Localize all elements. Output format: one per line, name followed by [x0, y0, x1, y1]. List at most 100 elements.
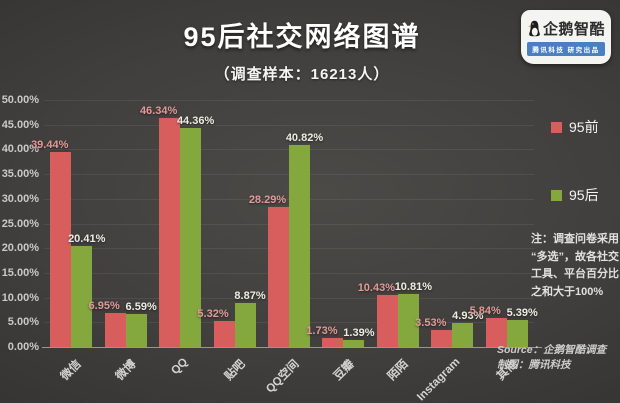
- value-label: 8.87%: [234, 290, 266, 303]
- y-tick-label: 40.00%: [1, 143, 39, 156]
- x-tick-label: QQ空间: [264, 358, 302, 396]
- note-line: 工具、平台百分比: [531, 268, 619, 280]
- bar-95后-微信: 20.41%: [68, 233, 105, 347]
- x-tick-label: 微博: [113, 358, 139, 383]
- value-label: 46.34%: [139, 105, 178, 118]
- penguin-icon: [527, 20, 540, 37]
- note-line: 注：调查问卷采用: [531, 233, 619, 245]
- bar-95前-其他: 5.84%: [470, 305, 507, 347]
- logo-row: 企鹅智酷: [527, 18, 605, 39]
- value-label: 5.32%: [197, 307, 229, 320]
- y-tick-label: 0.00%: [7, 341, 39, 353]
- x-tick-label: 贴吧: [222, 358, 248, 383]
- note-line: 之和大于100%: [531, 285, 604, 298]
- legend: 95前 95后: [551, 117, 599, 253]
- x-tick-label: Instagram: [415, 356, 463, 403]
- x-tick-cell: QQ: [159, 349, 201, 401]
- y-tick-label: 25.00%: [1, 217, 39, 230]
- y-tick-label: 10.00%: [1, 291, 39, 304]
- bar-95后-Instagram: 4.93%: [452, 310, 483, 347]
- value-label: 5.84%: [469, 305, 501, 318]
- value-label: 6.95%: [88, 299, 120, 312]
- logo-name: 企鹅智酷: [542, 21, 605, 38]
- x-tick-cell: 微博: [105, 349, 147, 401]
- value-label: 10.43%: [357, 282, 395, 295]
- bar-95前-QQ空间: 28.29%: [249, 194, 289, 347]
- y-tick-label: 5.00%: [7, 316, 39, 329]
- bar-group-陌陌: 10.43% 10.81%: [358, 100, 432, 347]
- value-label: 20.41%: [68, 233, 106, 246]
- value-label: 1.73%: [306, 325, 338, 338]
- x-axis: 微信 微博 QQ 贴吧 QQ空间 豆瓣 陌陌 Instagram 其他: [44, 349, 534, 403]
- bar-95前-陌陌: 10.43%: [358, 282, 398, 347]
- bar-95后-QQ: 44.36%: [177, 115, 214, 347]
- bar-chart-plot: 39.44% 20.41% 6.95% 6.59% 46.34% 44.36% 5.32% 8…: [31, 100, 542, 348]
- value-label: 1.39%: [343, 327, 375, 340]
- value-label: 4.93%: [452, 309, 484, 322]
- value-label: 40.82%: [285, 132, 324, 145]
- bar-95后-其他: 5.39%: [507, 307, 538, 347]
- bar-group-QQ: 46.34% 44.36%: [140, 100, 214, 347]
- value-label: 44.36%: [176, 114, 215, 127]
- y-tick-label: 30.00%: [1, 192, 39, 205]
- bar-95前-贴吧: 5.32%: [197, 308, 235, 347]
- page-title: 95后社交网络图谱: [183, 22, 421, 52]
- x-tick-cell: 陌陌: [377, 349, 419, 401]
- source-line: Source：企鹅智酷调查: [497, 344, 607, 356]
- bar-95后-微博: 6.59%: [126, 301, 157, 347]
- x-tick-label: 豆瓣: [331, 358, 357, 383]
- x-tick-cell: Instagram: [416, 349, 473, 403]
- y-tick-label: 50.00%: [1, 94, 39, 106]
- bar-95前-QQ: 46.34%: [140, 105, 181, 347]
- subtitle: （调查样本：16213人）: [214, 66, 390, 83]
- bar-group-豆瓣: 1.73% 1.39%: [306, 100, 375, 347]
- x-tick-cell: QQ空间: [264, 349, 310, 401]
- value-label: 39.44%: [31, 139, 69, 152]
- legend-label: 95后: [569, 187, 599, 203]
- bar-95后-豆瓣: 1.39%: [343, 327, 375, 347]
- gridline: [44, 100, 534, 101]
- bar-95后-QQ空间: 40.82%: [286, 132, 323, 347]
- legend-swatch: [551, 189, 562, 201]
- y-tick-label: 45.00%: [1, 118, 39, 131]
- bar-95前-豆瓣: 1.73%: [306, 325, 344, 347]
- bar-95前-微博: 6.95%: [89, 300, 126, 347]
- source-block: Source：企鹅智酷调查 制图：腾讯科技: [497, 343, 606, 373]
- bar-group-微信: 39.44% 20.41%: [31, 100, 105, 347]
- value-label: 3.53%: [415, 316, 447, 329]
- x-tick-cell: 贴吧: [214, 349, 256, 401]
- bar-group-QQ空间: 28.29% 40.82%: [249, 100, 323, 347]
- y-tick-label: 35.00%: [1, 168, 39, 181]
- methodology-note: 注：调查问卷采用 “多选”，故各社交 工具、平台百分比 之和大于100%: [531, 231, 620, 301]
- value-label: 5.39%: [506, 307, 538, 320]
- legend-swatch: [551, 121, 562, 133]
- x-tick-label: 陌陌: [385, 358, 411, 383]
- x-tick-cell: 豆瓣: [322, 349, 364, 401]
- bar-95后-陌陌: 10.81%: [395, 281, 432, 347]
- header: 95后社交网络图谱 （调查样本：16213人）: [0, 0, 604, 84]
- x-tick-label: 微信: [59, 358, 84, 383]
- bar-group-贴吧: 5.32% 8.87%: [197, 100, 266, 347]
- value-label: 28.29%: [248, 194, 287, 207]
- y-tick-label: 20.00%: [1, 242, 39, 255]
- x-axis-line: [42, 347, 542, 348]
- bar-95后-贴吧: 8.87%: [234, 290, 266, 347]
- legend-label: 95前: [569, 119, 599, 135]
- bar-group-Instagram: 3.53% 4.93%: [415, 100, 483, 347]
- logo-tagline: 腾讯科技 研究出品: [527, 42, 605, 56]
- bar-group-其他: 5.84% 5.39%: [470, 100, 538, 347]
- bar-group-微博: 6.95% 6.59%: [89, 100, 157, 347]
- bar-95前-Instagram: 3.53%: [415, 317, 453, 347]
- x-tick-label: QQ: [169, 356, 191, 378]
- bar-95前-微信: 39.44%: [31, 139, 72, 347]
- y-axis: 50.00% 45.00% 40.00% 35.00% 30.00% 25.00% 20.0…: [0, 94, 39, 353]
- legend-item-95后: 95后: [551, 185, 599, 205]
- y-tick-label: 15.00%: [1, 266, 39, 279]
- legend-item-95前: 95前: [551, 117, 599, 137]
- credit-line: 制图：腾讯科技: [497, 359, 571, 371]
- value-label: 10.81%: [394, 280, 432, 293]
- note-line: “多选”，故各社交: [531, 250, 619, 263]
- value-label: 6.59%: [125, 301, 157, 314]
- bar-series-area: 39.44% 20.41% 6.95% 6.59% 46.34% 44.36% 5.32% 8…: [31, 100, 538, 347]
